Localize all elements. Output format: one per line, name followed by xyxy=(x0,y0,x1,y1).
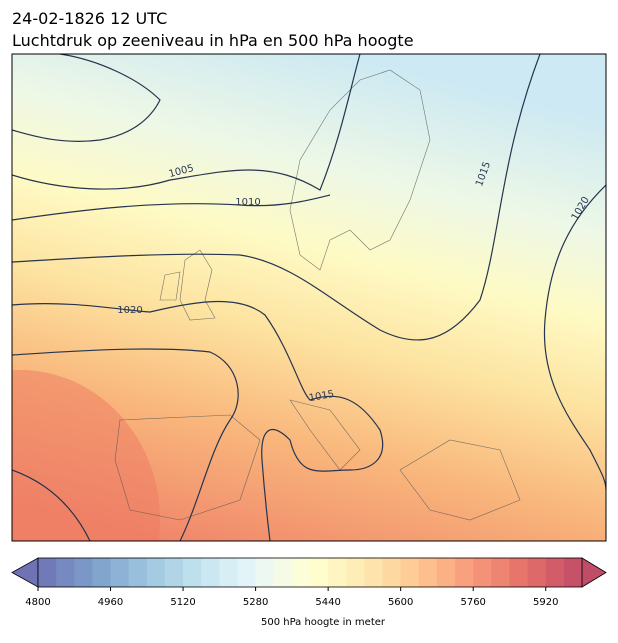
map-title: Luchtdruk op zeeniveau in hPa en 500 hPa… xyxy=(12,31,414,50)
colorbar-bin xyxy=(201,558,220,587)
date-title: 24-02-1826 12 UTC xyxy=(12,9,167,28)
isobar xyxy=(12,300,384,541)
isobar xyxy=(543,184,606,491)
colorbar-bin xyxy=(128,558,148,587)
colorbar-bin xyxy=(346,558,365,587)
colorbar-bin xyxy=(255,558,275,587)
map xyxy=(12,54,606,541)
colorbar-bin xyxy=(364,558,384,587)
isobar xyxy=(12,469,91,541)
colorbar-tick-label: 4800 xyxy=(25,597,50,608)
colorbar-tick-label: 5280 xyxy=(243,597,268,608)
colorbar: 4800 4960 5120 5280 5440 5600 5760 5920 xyxy=(11,557,607,608)
colorbar-frame xyxy=(37,557,583,588)
colorbar-bin xyxy=(509,558,529,587)
colorbar-bin xyxy=(219,558,238,587)
colorbar-bin xyxy=(56,558,75,587)
colorbar-bin xyxy=(527,558,547,587)
coastline xyxy=(114,69,521,521)
colorbar-bin xyxy=(38,558,57,587)
colorbar-bin xyxy=(146,558,166,587)
colorbar-bin xyxy=(291,558,311,587)
isobar xyxy=(12,348,239,541)
colorbar-bin xyxy=(418,558,438,587)
colorbar-bin xyxy=(328,558,347,587)
colorbar-tick-label: 5440 xyxy=(315,597,340,608)
colorbar-bin xyxy=(74,558,93,587)
colorbar-bin xyxy=(436,558,456,587)
colorbar-extend-low xyxy=(11,557,39,588)
colorbar-bin xyxy=(491,558,510,587)
isobar xyxy=(12,54,541,341)
colorbar-bin xyxy=(382,558,402,587)
colorbar-tick-label: 5600 xyxy=(388,597,413,608)
colorbar-bin xyxy=(110,558,130,587)
contour-label: 1010 xyxy=(235,197,260,208)
colorbar-bin xyxy=(400,558,420,587)
colorbar-bin xyxy=(237,558,257,587)
colorbar-bin xyxy=(563,558,583,587)
contour-label: 1015 xyxy=(308,389,335,404)
colorbar-bin xyxy=(92,558,112,587)
isobar xyxy=(12,54,361,191)
map-frame xyxy=(11,53,607,542)
colorbar-tick-label: 5920 xyxy=(533,597,558,608)
isobar xyxy=(12,194,331,221)
contour-label: 1020 xyxy=(117,305,142,316)
colorbar-bin xyxy=(164,558,184,587)
colorbar-bin xyxy=(473,558,492,587)
colorbar-tick-label: 5120 xyxy=(170,597,195,608)
colorbar-bin xyxy=(310,558,329,587)
colorbar-bin xyxy=(183,558,202,587)
high-height-area xyxy=(12,370,160,541)
colorbar-bin xyxy=(455,558,474,587)
colorbar-label: 500 hPa hoogte in meter xyxy=(261,617,386,628)
colorbar-tick-label: 5760 xyxy=(460,597,485,608)
isobar xyxy=(12,54,161,142)
colorbar-bin xyxy=(273,558,293,587)
colorbar-extend-high xyxy=(581,557,607,588)
colorbar-bin xyxy=(545,558,565,587)
colorbar-tick-label: 4960 xyxy=(98,597,123,608)
